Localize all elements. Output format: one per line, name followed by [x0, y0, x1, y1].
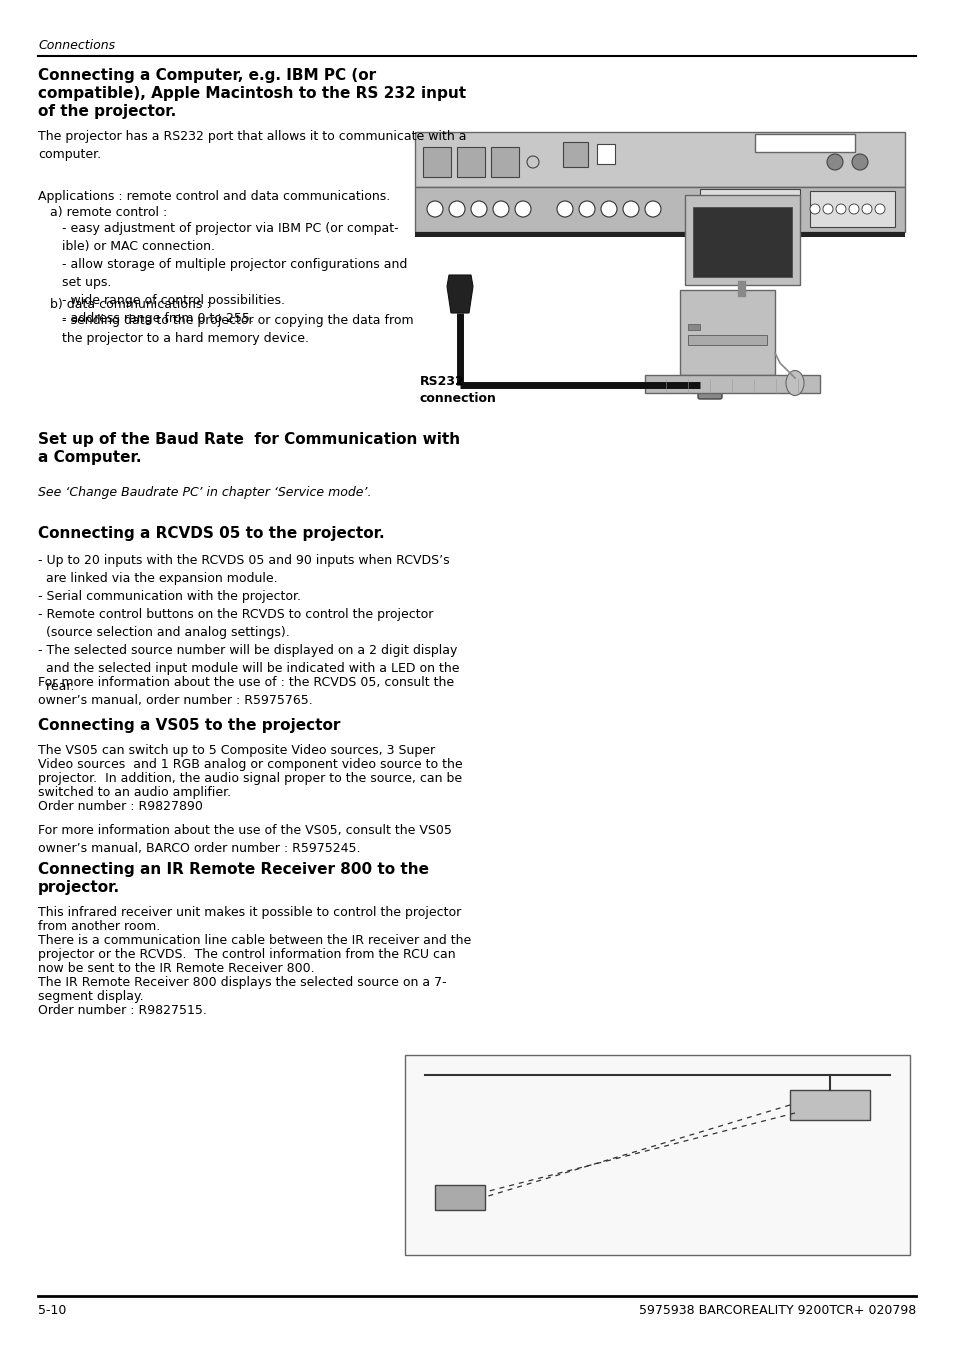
Bar	[491, 147, 518, 177]
Text: compatible), Apple Macintosh to the RS 232 input: compatible), Apple Macintosh to the RS 2…	[38, 86, 466, 101]
Text: of the projector.: of the projector.	[38, 104, 176, 119]
Text: This infrared receiver unit makes it possible to control the projector: This infrared receiver unit makes it pos…	[38, 907, 460, 919]
Circle shape	[600, 201, 617, 217]
Bar	[684, 196, 800, 285]
Bar	[692, 206, 791, 277]
Text: projector.: projector.	[38, 880, 120, 894]
Text: - sending data to the projector or copying the data from
      the projector to : - sending data to the projector or copyi…	[38, 314, 414, 345]
Circle shape	[622, 201, 639, 217]
Bar	[415, 188, 904, 232]
Text: 5-10: 5-10	[38, 1304, 67, 1317]
Circle shape	[822, 204, 832, 214]
Circle shape	[848, 204, 858, 214]
Text: - Up to 20 inputs with the RCVDS 05 and 90 inputs when RCVDS’s
  are linked via : - Up to 20 inputs with the RCVDS 05 and …	[38, 554, 459, 693]
Bar	[644, 375, 820, 393]
Text: See ‘Change Baudrate PC’ in chapter ‘Service mode’.: See ‘Change Baudrate PC’ in chapter ‘Ser…	[38, 486, 371, 499]
Text: projector.  In addition, the audio signal proper to the source, can be: projector. In addition, the audio signal…	[38, 772, 461, 785]
Circle shape	[449, 201, 464, 217]
Text: For more information about the use of : the RCVDS 05, consult the
owner’s manual: For more information about the use of : …	[38, 676, 454, 707]
Bar	[789, 1090, 869, 1120]
Text: switched to an audio amplifier.: switched to an audio amplifier.	[38, 786, 231, 799]
Bar	[679, 290, 774, 375]
Text: now be sent to the IR Remote Receiver 800.: now be sent to the IR Remote Receiver 80…	[38, 962, 314, 975]
Circle shape	[427, 201, 442, 217]
Circle shape	[835, 204, 845, 214]
Text: Connections: Connections	[38, 39, 115, 53]
Text: Connecting a VS05 to the projector: Connecting a VS05 to the projector	[38, 718, 340, 733]
Circle shape	[851, 154, 867, 170]
Bar	[687, 335, 766, 345]
Text: Connecting an IR Remote Receiver 800 to the: Connecting an IR Remote Receiver 800 to …	[38, 862, 429, 877]
Circle shape	[515, 201, 531, 217]
Bar	[435, 1184, 484, 1210]
Text: a Computer.: a Computer.	[38, 451, 141, 465]
Text: Connecting a RCVDS 05 to the projector.: Connecting a RCVDS 05 to the projector.	[38, 526, 384, 541]
Circle shape	[557, 201, 573, 217]
Circle shape	[874, 204, 884, 214]
Circle shape	[644, 201, 660, 217]
Bar	[597, 144, 615, 165]
Text: Order number : R9827515.: Order number : R9827515.	[38, 1004, 207, 1017]
Text: Connecting a Computer, e.g. IBM PC (or: Connecting a Computer, e.g. IBM PC (or	[38, 67, 375, 84]
Text: projector or the RCVDS.  The control information from the RCU can: projector or the RCVDS. The control info…	[38, 948, 456, 960]
Bar	[687, 324, 700, 331]
Bar	[405, 1055, 909, 1255]
Text: The VS05 can switch up to 5 Composite Video sources, 3 Super: The VS05 can switch up to 5 Composite Vi…	[38, 745, 435, 757]
Text: Video sources  and 1 RGB analog or component video source to the: Video sources and 1 RGB analog or compon…	[38, 758, 462, 772]
Text: Applications : remote control and data communications.: Applications : remote control and data c…	[38, 190, 390, 202]
Text: b) data communications :: b) data communications :	[38, 298, 211, 312]
Circle shape	[826, 154, 842, 170]
Bar	[754, 134, 854, 152]
Text: from another room.: from another room.	[38, 920, 160, 934]
Text: a) remote control :: a) remote control :	[38, 206, 167, 219]
Text: For more information about the use of the VS05, consult the VS05
owner’s manual,: For more information about the use of th…	[38, 824, 452, 855]
Text: Set up of the Baud Rate  for Communication with: Set up of the Baud Rate for Communicatio…	[38, 432, 459, 447]
Circle shape	[809, 204, 820, 214]
Text: Order number : R9827890: Order number : R9827890	[38, 800, 203, 813]
Text: The projector has a RS232 port that allows it to communicate with a
computer.: The projector has a RS232 port that allo…	[38, 130, 466, 161]
Text: The IR Remote Receiver 800 displays the selected source on a 7-: The IR Remote Receiver 800 displays the …	[38, 975, 446, 989]
Text: 5975938 BARCOREALITY 9200TCR+ 020798: 5975938 BARCOREALITY 9200TCR+ 020798	[639, 1304, 915, 1317]
Polygon shape	[447, 275, 473, 313]
Text: RS232
connection: RS232 connection	[419, 375, 497, 405]
Bar	[415, 132, 904, 188]
FancyBboxPatch shape	[698, 383, 721, 399]
Bar	[562, 142, 587, 167]
Text: There is a communication line cable between the IR receiver and the: There is a communication line cable betw…	[38, 934, 471, 947]
Circle shape	[862, 204, 871, 214]
Text: segment display.: segment display.	[38, 990, 144, 1004]
Circle shape	[578, 201, 595, 217]
Bar	[422, 147, 451, 177]
Bar	[700, 189, 800, 225]
Bar	[415, 232, 904, 237]
Circle shape	[493, 201, 509, 217]
Text: - easy adjustment of projector via IBM PC (or compat-
      ible) or MAC connect: - easy adjustment of projector via IBM P…	[38, 223, 407, 325]
Bar	[456, 147, 484, 177]
Ellipse shape	[785, 371, 803, 395]
Bar	[809, 192, 894, 227]
Circle shape	[471, 201, 486, 217]
